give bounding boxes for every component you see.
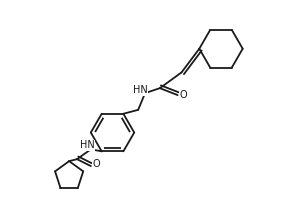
Text: HN: HN bbox=[80, 140, 94, 150]
Text: O: O bbox=[180, 90, 187, 100]
Text: O: O bbox=[93, 159, 100, 169]
Text: HN: HN bbox=[133, 85, 148, 95]
